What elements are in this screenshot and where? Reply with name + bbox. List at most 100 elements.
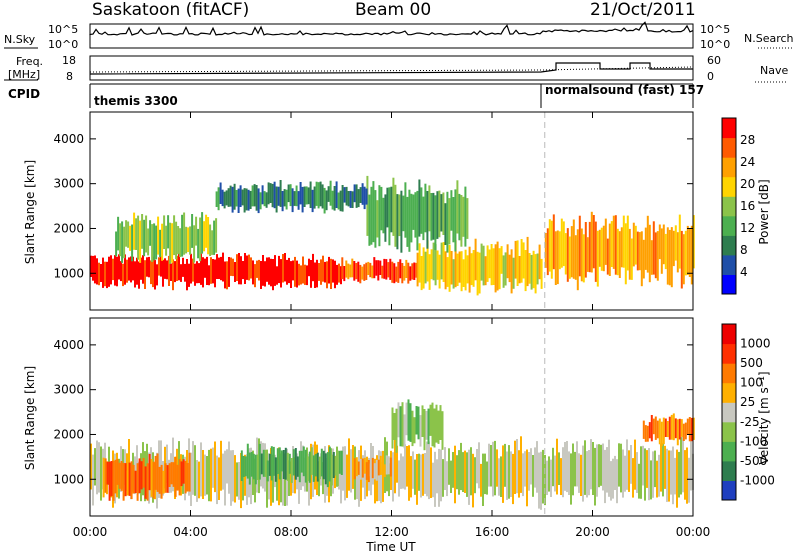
power-cell: [630, 238, 633, 280]
velocity-cell: [226, 449, 228, 484]
power-cell: [284, 253, 286, 282]
power-cell: [215, 191, 218, 207]
power-cell: [327, 186, 330, 202]
velocity-cell: [392, 452, 394, 502]
power-cell: [418, 179, 421, 237]
power-heatmap: [90, 112, 695, 310]
velocity-cell: [98, 442, 100, 493]
velocity-cell: [288, 460, 290, 496]
velocity-cell: [542, 449, 544, 504]
power-cell: [164, 258, 166, 279]
velocity-cell: [584, 440, 586, 495]
power-cell: [612, 215, 615, 269]
power-cell: [244, 253, 246, 284]
power-cell: [552, 214, 555, 270]
power-cell: [372, 181, 375, 243]
power-cell: [434, 195, 437, 251]
velocity-colorbar-tick: 1000: [740, 337, 771, 351]
velocity-cell: [668, 450, 670, 502]
velocity-cell: [142, 457, 145, 488]
velocity-cell: [204, 454, 206, 496]
velocity-cell: [674, 457, 676, 495]
velocity-cell: [136, 463, 139, 501]
velocity-cell: [564, 442, 566, 491]
velocity-cell: [210, 448, 212, 502]
power-cell: [654, 232, 657, 279]
power-cell: [506, 244, 509, 279]
velocity-cell: [286, 452, 289, 481]
velocity-cell: [546, 460, 548, 495]
power-cell: [131, 224, 134, 262]
power-cell: [498, 248, 501, 290]
velocity-cell: [258, 443, 261, 480]
power-cell: [420, 256, 423, 291]
power-cell: [622, 215, 625, 268]
power-cell: [169, 222, 172, 264]
power-cell: [194, 263, 196, 286]
velocity-cell: [280, 453, 282, 503]
velocity-cell: [212, 447, 214, 488]
velocity-cell: [680, 437, 682, 495]
velocity-cell: [532, 455, 534, 497]
power-cell: [666, 227, 669, 285]
velocity-cell: [407, 399, 410, 441]
power-cell: [494, 244, 497, 293]
power-cell: [176, 255, 178, 281]
power-cell: [578, 215, 581, 277]
power-cell: [219, 182, 222, 204]
power-colorbar: 28 24 20 16 12 8 4: [721, 117, 755, 295]
velocity-cell: [536, 441, 538, 493]
velocity-cell: [458, 450, 460, 495]
velocity-cell: [426, 441, 428, 497]
velocity-cell: [650, 415, 653, 442]
velocity-cell: [278, 447, 281, 480]
power-cell: [221, 189, 224, 207]
velocity-cell: [431, 402, 434, 447]
power-cell: [357, 261, 360, 282]
power-cell: [139, 220, 142, 263]
velocity-cell: [178, 459, 181, 496]
power-cell: [324, 261, 326, 283]
velocity-cell: [100, 446, 102, 501]
velocity-cell: [430, 447, 432, 498]
velocity-cell: [562, 447, 564, 498]
power-cell: [398, 194, 401, 237]
velocity-cell: [361, 458, 364, 478]
velocity-cell: [476, 449, 478, 484]
velocity-cell: [439, 405, 442, 440]
power-cell: [536, 253, 539, 285]
power-cell: [692, 215, 695, 269]
power-cell: [424, 183, 427, 233]
power-cell: [444, 251, 447, 290]
velocity-cell: [534, 447, 536, 488]
power-cell: [172, 259, 174, 291]
power-colorbar-swatch: [722, 157, 736, 178]
power-cell: [204, 258, 206, 278]
power-cell: [155, 225, 158, 260]
power-cell: [365, 262, 368, 280]
velocity-cell: [166, 444, 168, 484]
power-cell: [606, 238, 609, 275]
power-cell: [195, 216, 198, 246]
velocity-cell: [596, 444, 598, 497]
velocity-cell: [196, 460, 198, 502]
power-cell: [590, 211, 593, 273]
velocity-cell: [158, 466, 161, 494]
velocity-cell: [574, 451, 576, 487]
power-cell: [224, 261, 226, 289]
power-cell: [391, 261, 394, 283]
velocity-cell: [338, 450, 341, 474]
power-cell: [584, 222, 587, 278]
velocity-ytick-label: 4000: [53, 338, 84, 352]
power-cell: [642, 239, 645, 279]
power-cell: [303, 186, 306, 207]
power-cell: [620, 227, 623, 268]
velocity-cell: [324, 453, 327, 485]
power-cell: [325, 190, 328, 211]
power-cell: [602, 225, 605, 272]
power-cell: [267, 182, 270, 205]
power-cell: [616, 228, 619, 276]
power-colorbar-swatch: [722, 176, 736, 197]
velocity-cell: [162, 470, 165, 494]
nave-tick-top: 60: [707, 54, 721, 67]
